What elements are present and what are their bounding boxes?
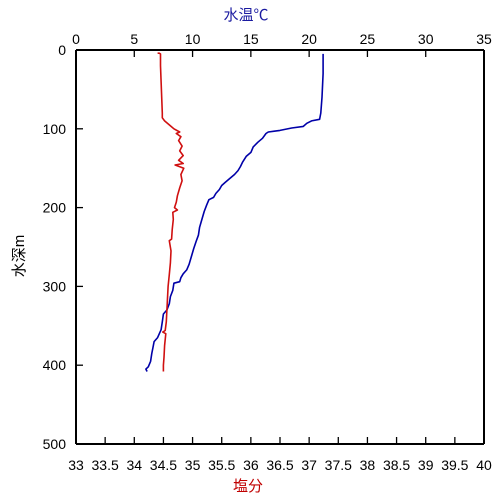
bottom-tick-label: 35 [185, 457, 201, 473]
left-tick-label: 300 [43, 278, 67, 294]
bottom-tick-label: 33 [68, 457, 84, 473]
bottom-tick-label: 34 [126, 457, 142, 473]
top-tick-label: 35 [476, 31, 492, 47]
bottom-tick-label: 33.5 [92, 457, 119, 473]
top-axis-title: 水温℃ [223, 7, 268, 24]
left-tick-label: 500 [43, 436, 67, 452]
bottom-axis-title: 塩分 [233, 478, 263, 495]
bottom-tick-label: 35.5 [208, 457, 235, 473]
bottom-tick-label: 36.5 [266, 457, 293, 473]
left-tick-label: 100 [43, 121, 67, 137]
top-tick-label: 30 [418, 31, 434, 47]
plot-frame [75, 49, 485, 445]
bottom-tick-label: 34.5 [150, 457, 177, 473]
bottom-tick-label: 39 [418, 457, 434, 473]
top-tick-label: 20 [301, 31, 317, 47]
bottom-tick-label: 36 [243, 457, 259, 473]
top-tick-label: 0 [72, 31, 80, 47]
bottom-tick-label: 37.5 [325, 457, 352, 473]
left-axis-title: 水深m [11, 235, 28, 278]
bottom-tick-label: 38.5 [383, 457, 410, 473]
series-layer [145, 52, 324, 372]
top-tick-label: 10 [185, 31, 201, 47]
left-tick-label: 200 [43, 200, 67, 216]
bottom-tick-label: 39.5 [441, 457, 468, 473]
top-tick-label: 25 [360, 31, 376, 47]
salinity-profile-line [157, 52, 185, 372]
left-tick-label: 0 [58, 42, 66, 58]
bottom-tick-label: 37 [301, 457, 317, 473]
bottom-axis-ticks: 33 33.5 34 34.5 35 35.5 36 36.5 37 37.5 38 38.5 39 39… [68, 437, 492, 473]
left-tick-label: 400 [43, 357, 67, 373]
bottom-tick-label: 38 [360, 457, 376, 473]
top-tick-label: 15 [243, 31, 259, 47]
left-axis-ticks: 0 100 200 300 400 500 [43, 42, 83, 452]
top-tick-label: 5 [130, 31, 138, 47]
temperature-profile-line [145, 53, 324, 372]
top-axis-ticks: 0 5 10 15 20 25 30 35 [72, 31, 492, 57]
bottom-tick-label: 40 [476, 457, 492, 473]
